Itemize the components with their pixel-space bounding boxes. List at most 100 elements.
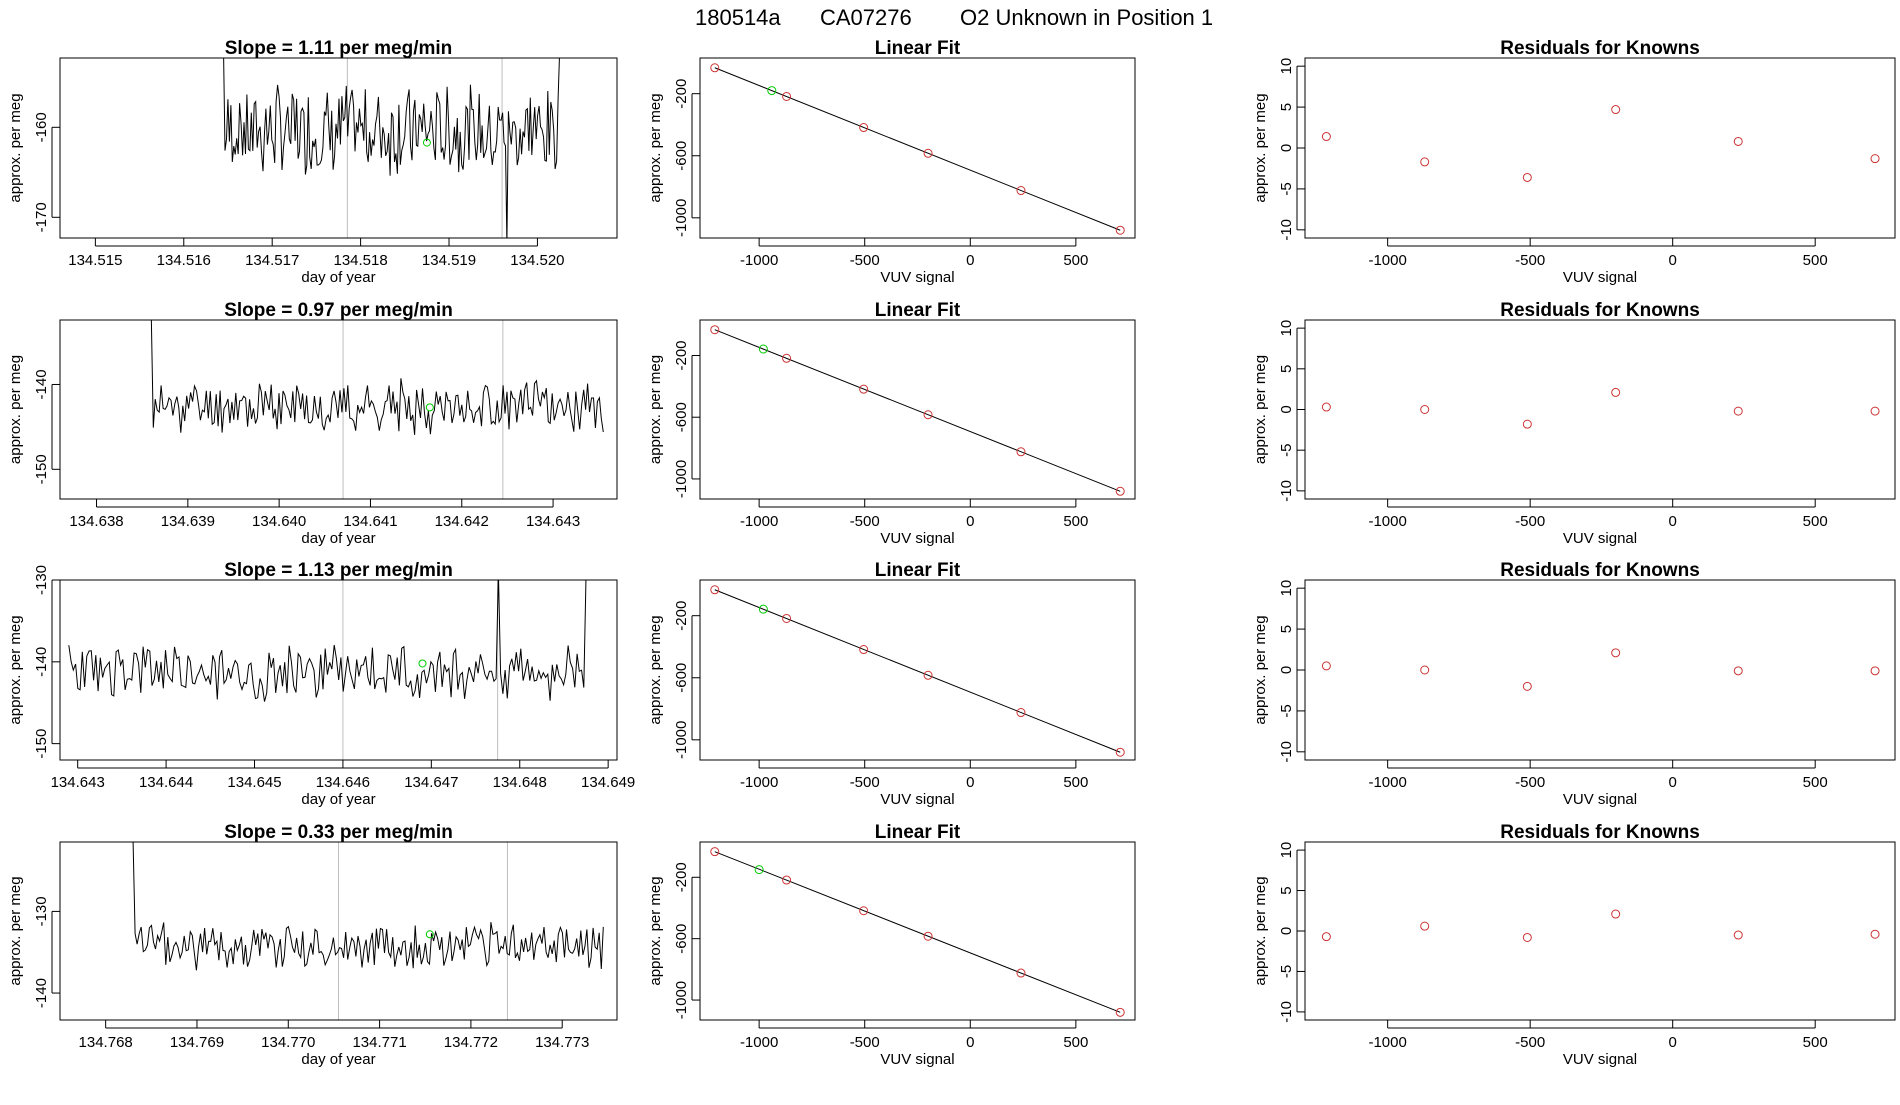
panel-title: Residuals for Knowns xyxy=(1500,300,1700,321)
title-cylinder-id: CA07276 xyxy=(820,5,912,30)
y-tick-label: 5 xyxy=(1278,103,1295,111)
x-tick-label: 0 xyxy=(1669,774,1677,791)
y-axis-label: approx. per meg xyxy=(7,876,24,985)
residual-point xyxy=(1321,661,1331,671)
x-tick-label: 500 xyxy=(1803,252,1828,269)
x-tick-label: -500 xyxy=(1515,774,1545,791)
y-tick-label: -150 xyxy=(33,729,50,759)
residual-point xyxy=(1420,405,1430,414)
y-tick-label: -130 xyxy=(33,896,50,926)
known-point xyxy=(782,875,792,885)
panel-title: Linear Fit xyxy=(875,38,961,59)
residual-point xyxy=(1321,932,1331,942)
y-tick-label: 0 xyxy=(1278,405,1295,413)
panel-title: Slope = 0.33 per meg/min xyxy=(224,822,453,843)
x-tick-label: -1000 xyxy=(1368,1034,1406,1051)
plot-area xyxy=(150,320,604,499)
plot-frame xyxy=(59,579,618,761)
unknown-marker xyxy=(418,659,427,668)
y-tick-label: 10 xyxy=(1278,320,1295,337)
known-point xyxy=(1115,486,1125,496)
plot-area xyxy=(710,585,1125,757)
x-tick-label: 134.649 xyxy=(581,774,635,791)
plot-area xyxy=(1321,105,1880,182)
y-axis-label: approx. per meg xyxy=(647,876,664,985)
x-tick-label: -500 xyxy=(1515,252,1545,269)
x-axis-label: VUV signal xyxy=(880,530,954,547)
x-tick-label: 134.518 xyxy=(333,252,387,269)
x-tick-label: 134.771 xyxy=(352,1034,406,1051)
fit-panel-row-1: Linear Fit -1000 -500 0 500 -200 -600 -1000 VUV … xyxy=(647,38,1136,286)
x-tick-label: 134.648 xyxy=(493,774,547,791)
x-axis-label: day of year xyxy=(301,530,375,547)
panel-title: Linear Fit xyxy=(875,822,961,843)
resid-panel-row-3: Residuals for Knowns -1000 -500 0 500 10 5 0 -5 -… xyxy=(1252,560,1896,808)
x-tick-label: 134.641 xyxy=(343,513,397,530)
y-tick-label: 0 xyxy=(1278,144,1295,152)
plot-frame xyxy=(699,57,1136,239)
residual-point xyxy=(1522,419,1532,429)
y-tick-label: 5 xyxy=(1278,886,1295,894)
y-axis-label: approx. per meg xyxy=(7,355,24,464)
y-tick-label: -1000 xyxy=(673,721,690,759)
x-tick-label: 0 xyxy=(1669,513,1677,530)
panel-title: Slope = 1.11 per meg/min xyxy=(225,38,453,59)
x-tick-label: 134.515 xyxy=(68,252,122,269)
fit-panel-row-3: Linear Fit -1000 -500 0 500 -200 -600 -1000 VUV … xyxy=(647,560,1136,808)
residual-point xyxy=(1321,402,1331,412)
plot-frame xyxy=(1304,57,1896,239)
x-tick-label: -1000 xyxy=(740,1034,778,1051)
plot-frame xyxy=(59,841,618,1021)
residual-point xyxy=(1611,909,1621,919)
y-tick-label: -10 xyxy=(1278,480,1295,502)
known-point xyxy=(859,123,869,133)
resid-panel-row-1: Residuals for Knowns -1000 -500 0 500 10 5 0 -5 -… xyxy=(1252,38,1896,286)
resid-panel-row-4: Residuals for Knowns -1000 -500 0 500 10 5 0 -5 -… xyxy=(1252,822,1896,1068)
x-tick-label: 0 xyxy=(1669,252,1677,269)
known-point xyxy=(782,613,792,623)
plot-frame xyxy=(699,841,1136,1021)
panel-title: Residuals for Knowns xyxy=(1500,38,1700,59)
x-tick-label: -500 xyxy=(850,513,880,530)
plot-frame xyxy=(59,57,618,239)
known-point xyxy=(710,63,720,73)
known-point xyxy=(710,847,720,857)
plot-frame xyxy=(699,319,1136,500)
y-tick-label: -5 xyxy=(1278,704,1295,717)
residual-point xyxy=(1870,666,1880,676)
y-tick-label: -5 xyxy=(1278,444,1295,457)
x-tick-label: -1000 xyxy=(1368,774,1406,791)
x-tick-label: 134.773 xyxy=(535,1034,589,1051)
time-panel-row-2: Slope = 0.97 per meg/min 134.638 134.639 13… xyxy=(7,300,618,547)
y-tick-label: -5 xyxy=(1278,965,1295,978)
plot-area xyxy=(710,63,1125,235)
known-point xyxy=(923,931,933,941)
plot-area xyxy=(1321,387,1880,429)
y-axis-label: approx. per meg xyxy=(7,615,24,724)
residual-point xyxy=(1522,681,1532,691)
x-axis-label: VUV signal xyxy=(1563,1051,1637,1068)
plot-area xyxy=(710,847,1125,1017)
residual-point xyxy=(1733,666,1743,676)
unknown-marker xyxy=(425,930,434,939)
plot-area xyxy=(68,580,587,760)
residual-point xyxy=(1870,154,1880,164)
y-tick-label: -600 xyxy=(673,924,690,954)
residual-point xyxy=(1611,387,1621,397)
x-tick-label: 134.643 xyxy=(51,774,105,791)
plot-frame xyxy=(699,579,1136,761)
x-tick-label: 134.642 xyxy=(435,513,489,530)
x-tick-label: 134.516 xyxy=(157,252,211,269)
panel-title: Residuals for Knowns xyxy=(1500,822,1700,843)
x-tick-label: 500 xyxy=(1803,1034,1828,1051)
y-tick-label: -600 xyxy=(673,402,690,432)
y-tick-label: 0 xyxy=(1278,927,1295,935)
title-run-id: 180514a xyxy=(695,5,781,30)
signal-trace xyxy=(223,58,560,238)
known-point xyxy=(859,906,869,916)
y-tick-label: -170 xyxy=(33,202,50,232)
x-tick-label: 134.640 xyxy=(252,513,306,530)
unknown-point xyxy=(754,865,764,875)
unknown-marker xyxy=(422,138,431,147)
x-tick-label: -1000 xyxy=(740,774,778,791)
